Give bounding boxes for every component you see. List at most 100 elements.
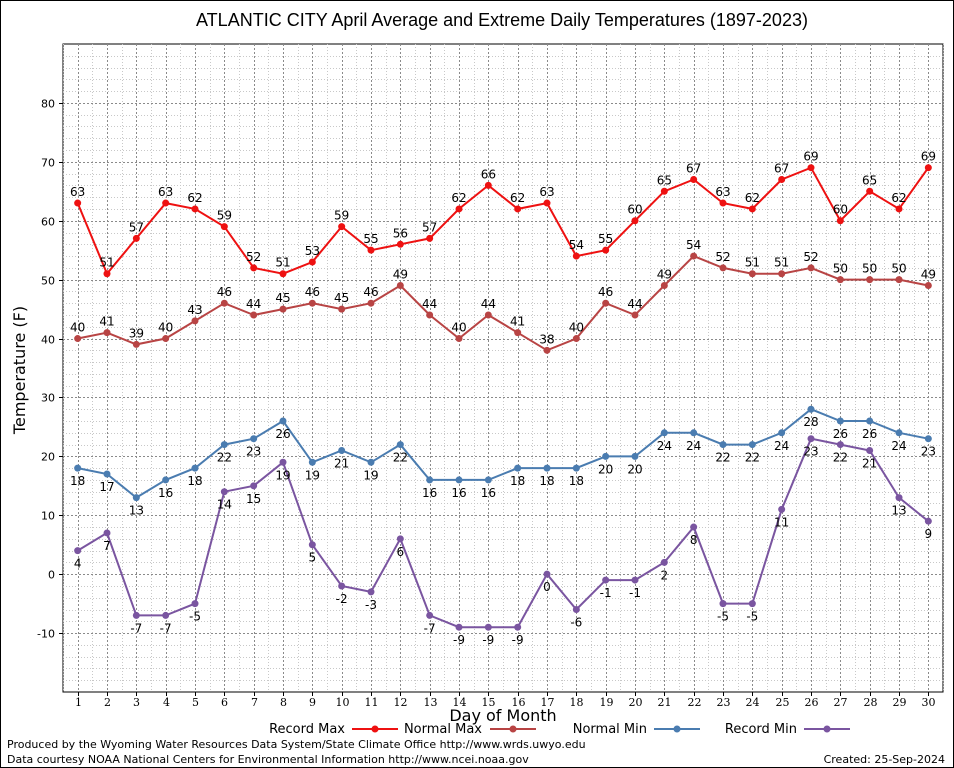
normal-min-point — [191, 464, 199, 472]
record-max-data-label: 63 — [715, 185, 730, 199]
normal-min-data-label: 18 — [70, 474, 85, 488]
normal-min-point — [719, 441, 727, 449]
normal-max-point — [836, 276, 844, 284]
record-min-point — [220, 488, 228, 496]
record-max-data-label: 69 — [803, 150, 818, 164]
record-max-point — [338, 223, 346, 231]
normal-min-data-label: 22 — [715, 451, 730, 465]
record-max-data-label: 51 — [99, 256, 114, 270]
record-max-point — [396, 240, 404, 248]
normal-max-data-label: 46 — [598, 285, 613, 299]
normal-min-data-label: 19 — [363, 468, 378, 482]
record-max-data-label: 59 — [334, 209, 349, 223]
record-min-point — [250, 482, 258, 490]
record-min-data-label: -9 — [453, 633, 465, 647]
record-max-data-label: 69 — [921, 150, 936, 164]
y-tick-label: 30 — [41, 392, 55, 405]
normal-min-data-label: 16 — [481, 486, 496, 500]
record-min-data-label: -1 — [600, 586, 612, 600]
record-min-data-label: 4 — [74, 557, 82, 571]
normal-min-point — [514, 464, 522, 472]
record-max-data-label: 55 — [598, 232, 613, 246]
normal-max-point — [895, 276, 903, 284]
normal-min-data-label: 24 — [686, 439, 701, 453]
x-tick-label: 4 — [163, 696, 170, 709]
record-max-point — [74, 199, 82, 207]
normal-max-point — [74, 335, 82, 343]
y-tick-label: 70 — [41, 157, 55, 170]
x-tick-label: 5 — [192, 696, 199, 709]
record-max-data-label: 52 — [246, 250, 261, 264]
record-max-data-label: 66 — [481, 167, 496, 181]
normal-min-data-label: 24 — [657, 439, 672, 453]
normal-max-point — [514, 329, 522, 337]
normal-min-data-label: 26 — [275, 427, 290, 441]
x-tick-label: 1 — [75, 696, 82, 709]
record-max-point — [308, 258, 316, 266]
record-max-data-label: 65 — [862, 173, 877, 187]
x-tick-label: 15 — [482, 696, 496, 709]
normal-min-data-label: 16 — [158, 486, 173, 500]
record-max-data-label: 62 — [187, 191, 202, 205]
normal-max-point — [543, 346, 551, 354]
record-min-data-label: -1 — [629, 586, 641, 600]
record-min-point — [396, 535, 404, 543]
record-min-point — [132, 611, 140, 619]
x-tick-label: 6 — [221, 696, 228, 709]
record-min-data-label: 5 — [309, 551, 317, 565]
record-max-point — [543, 199, 551, 207]
record-max-point — [807, 164, 815, 172]
normal-min-point — [162, 476, 170, 484]
x-tick-label: 28 — [864, 696, 878, 709]
normal-max-data-label: 44 — [246, 297, 261, 311]
normal-min-point — [74, 464, 82, 472]
record-min-data-label: 6 — [397, 545, 405, 559]
record-max-data-label: 62 — [510, 191, 525, 205]
x-tick-label: 11 — [365, 696, 379, 709]
x-tick-label: 29 — [893, 696, 907, 709]
normal-max-data-label: 45 — [334, 291, 349, 305]
normal-min-point — [220, 441, 228, 449]
normal-max-point — [660, 282, 668, 290]
normal-max-point — [924, 282, 932, 290]
record-max-point — [162, 199, 170, 207]
normal-min-data-label: 16 — [422, 486, 437, 500]
y-axis-label: Temperature (F) — [10, 306, 29, 435]
record-min-point — [74, 547, 82, 555]
record-min-data-label: 21 — [862, 456, 877, 470]
normal-max-legend-marker — [509, 725, 517, 733]
record-max-point — [748, 205, 756, 213]
record-min-point — [514, 623, 522, 631]
normal-max-series: 40 41 39 40 43 46 44 45 46 45 46 49 44 40 44 41 38 40 46 44… — [70, 238, 936, 354]
normal-min-data-label: 19 — [305, 468, 320, 482]
normal-min-data-label: 18 — [187, 474, 202, 488]
normal-max-data-label: 52 — [715, 250, 730, 264]
x-tick-label: 22 — [688, 696, 702, 709]
record-max-point — [484, 181, 492, 189]
normal-min-point — [396, 441, 404, 449]
record-max-data-label: 63 — [70, 185, 85, 199]
normal-max-point — [132, 340, 140, 348]
record-max-point — [924, 164, 932, 172]
normal-max-data-label: 50 — [833, 262, 848, 276]
record-min-data-label: -7 — [424, 621, 436, 635]
y-tick-label: -10 — [37, 628, 55, 641]
x-tick-label: 14 — [453, 696, 467, 709]
normal-min-data-label: 28 — [803, 415, 818, 429]
record-min-data-label: -7 — [130, 621, 142, 635]
normal-min-data-label: 21 — [334, 456, 349, 470]
x-tick-label: 24 — [746, 696, 760, 709]
normal-min-data-label: 24 — [774, 439, 789, 453]
normal-max-data-label: 40 — [451, 321, 466, 335]
record-min-legend-label: Record Min — [725, 722, 797, 737]
record-max-series: 63 51 57 63 62 59 52 51 53 59 55 56 57 62 66 62 63 54 55 60… — [70, 150, 936, 278]
record-max-data-label: 59 — [217, 209, 232, 223]
x-tick-label: 10 — [336, 696, 350, 709]
normal-min-point — [543, 464, 551, 472]
normal-min-data-label: 18 — [539, 474, 554, 488]
normal-max-point — [279, 305, 287, 313]
record-max-point — [250, 264, 258, 272]
normal-min-data-label: 16 — [451, 486, 466, 500]
record-min-data-label: -6 — [570, 616, 582, 630]
record-max-point — [719, 199, 727, 207]
